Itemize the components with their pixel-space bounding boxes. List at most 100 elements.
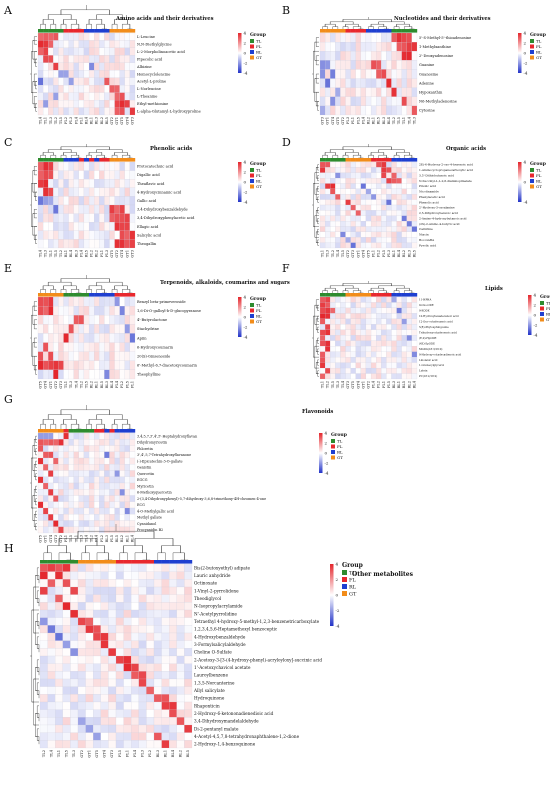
heatmap-cell — [319, 362, 326, 369]
heatmap-cell — [43, 342, 49, 352]
row-label: 3,4,5,7,3',4',5'-Heptahydroxyflavan — [137, 434, 198, 438]
heatmap-cell — [396, 340, 402, 347]
column-label: TL4 — [49, 749, 53, 757]
heatmap-cell — [124, 40, 130, 48]
heatmap-cell — [370, 318, 377, 325]
row-label: 10-Hydroxyhexadecanoic acid — [419, 314, 459, 318]
group-annotation-cell — [161, 560, 170, 564]
heatmap-cell — [114, 526, 120, 534]
heatmap-cell — [109, 204, 115, 214]
heatmap-cell — [68, 369, 74, 380]
heatmap-cell — [396, 221, 402, 227]
heatmap-cell — [93, 632, 101, 641]
heatmap-cell — [68, 470, 74, 477]
heatmap-cell — [58, 196, 64, 206]
heatmap-cell — [365, 188, 372, 195]
heatmap-cell — [340, 42, 346, 52]
heatmap-cell — [48, 520, 54, 527]
heatmap-cell — [406, 178, 412, 184]
heatmap-cell — [48, 161, 54, 171]
row-label: 20(S)-Ginsenoside — [137, 354, 170, 358]
heatmap-cell — [376, 367, 382, 374]
heatmap-cell — [78, 457, 85, 465]
heatmap-cell — [345, 194, 351, 200]
heatmap-cell — [100, 625, 109, 634]
heatmap-cell — [55, 717, 63, 726]
heatmap-cell — [360, 242, 367, 249]
group-annotation-cell — [330, 158, 336, 162]
heatmap-cell — [184, 694, 193, 703]
heatmap-cell — [370, 96, 377, 106]
panel-letter: H — [4, 542, 14, 555]
heatmap-cell — [114, 342, 120, 352]
heatmap-cell — [406, 204, 412, 211]
heatmap-cell — [83, 315, 90, 325]
heatmap-cell — [176, 717, 185, 726]
heatmap-cell — [319, 199, 326, 206]
heatmap-cell — [386, 183, 392, 189]
heatmap-cell — [345, 69, 351, 79]
heatmap-cell — [114, 507, 120, 515]
row-label: N-Succinyl-L,L-2,6-diaminopimelate — [419, 179, 472, 183]
heatmap-cell — [131, 724, 139, 733]
heatmap-cell — [325, 296, 331, 303]
heatmap-cell — [100, 579, 109, 588]
heatmap-cell — [104, 306, 110, 316]
heatmap-cell — [376, 96, 382, 106]
heatmap-cell — [340, 296, 346, 303]
heatmap-cell — [169, 571, 177, 580]
heatmap-cell — [396, 161, 402, 168]
heatmap-cell — [123, 563, 132, 572]
colorbar-tick: -2 — [524, 61, 528, 66]
heatmap-cell — [401, 172, 407, 179]
heatmap-cell — [77, 594, 86, 603]
heatmap-cell — [345, 96, 351, 106]
heatmap-cell — [108, 632, 117, 641]
heatmap-cell — [386, 237, 392, 243]
heatmap-cell — [169, 625, 177, 634]
heatmap-cell — [386, 373, 392, 380]
heatmap-cell — [335, 346, 341, 352]
heatmap-cell — [104, 324, 110, 334]
heatmap-cell — [319, 226, 326, 232]
heatmap-cell — [68, 55, 74, 63]
heatmap-cell — [99, 70, 105, 78]
group-annotation-cell — [320, 158, 326, 162]
heatmap-cell — [114, 464, 120, 471]
heatmap-cell — [391, 96, 397, 106]
heatmap-cell — [406, 32, 412, 43]
heatmap-cell — [391, 335, 397, 341]
column-label: TL5 — [331, 380, 335, 388]
heatmap-cell — [108, 709, 117, 718]
heatmap-cell — [370, 324, 377, 330]
heatmap-cell — [48, 451, 54, 459]
column-label: FL5 — [125, 380, 129, 388]
column-label: GT1 — [49, 381, 53, 389]
column-label: FL2 — [90, 250, 94, 257]
heatmap-cell — [119, 92, 125, 101]
heatmap-cell — [119, 451, 125, 459]
heatmap-cell — [381, 167, 387, 173]
group-legend-swatch — [250, 308, 254, 313]
heatmap-cell — [319, 237, 326, 243]
heatmap-cell — [401, 318, 407, 325]
group-legend-label: FL — [536, 44, 542, 49]
heatmap-cell — [345, 199, 351, 206]
heatmap-cell — [365, 221, 372, 227]
heatmap-cell — [94, 464, 100, 471]
heatmap-cell — [386, 69, 392, 79]
heatmap-cell — [47, 671, 56, 680]
heatmap-cell — [58, 107, 64, 116]
heatmap-cell — [119, 230, 125, 240]
group-annotation-cell — [47, 560, 56, 564]
heatmap-cell — [100, 701, 109, 710]
heatmap-cell — [396, 307, 402, 314]
heatmap-cell — [68, 32, 74, 41]
heatmap-cell — [360, 51, 367, 61]
panel-letter: E — [4, 262, 12, 275]
heatmap-cell — [319, 194, 326, 200]
heatmap-cell — [119, 196, 125, 206]
heatmap-cell — [365, 78, 372, 88]
column-label: RL4 — [110, 380, 114, 388]
heatmap-cell — [115, 586, 124, 595]
